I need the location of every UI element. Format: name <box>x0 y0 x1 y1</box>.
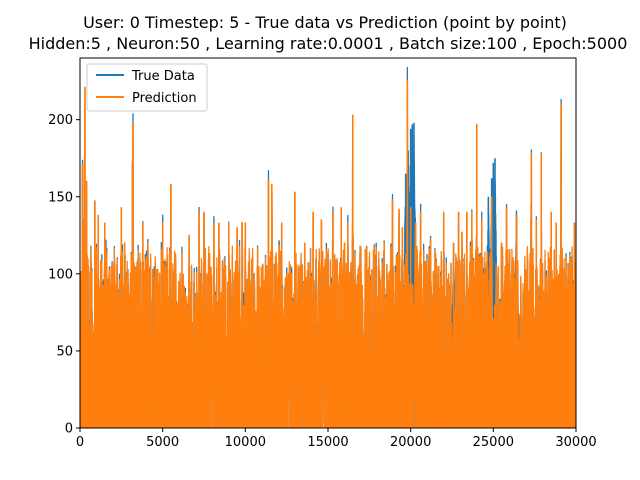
legend: True Data Prediction <box>86 63 208 112</box>
y-tick-label: 0 <box>65 422 73 437</box>
series-prediction <box>80 80 576 428</box>
x-tick-label: 0 <box>76 435 84 450</box>
x-tick-label: 5000 <box>146 435 179 450</box>
x-tick-label: 30000 <box>555 435 596 450</box>
y-tick-label: 100 <box>48 267 73 282</box>
legend-label-true-data: True Data <box>131 69 195 84</box>
y-tick-label: 150 <box>48 190 73 205</box>
legend-label-prediction: Prediction <box>132 91 197 106</box>
y-tick-label: 200 <box>48 113 73 128</box>
x-axis: 0 5000 10000 15000 20000 25000 30000 <box>76 428 597 450</box>
chart-title: User: 0 Timestep: 5 - True data vs Predi… <box>83 13 567 32</box>
y-tick-label: 50 <box>56 344 73 359</box>
y-axis: 0 50 100 150 200 <box>48 113 80 437</box>
x-tick-label: 25000 <box>473 435 514 450</box>
chart-subtitle: Hidden:5 , Neuron:50 , Learning rate:0.0… <box>29 34 628 53</box>
plot-area <box>80 66 576 428</box>
x-tick-label: 20000 <box>390 435 431 450</box>
x-tick-label: 10000 <box>225 435 266 450</box>
x-tick-label: 15000 <box>307 435 348 450</box>
